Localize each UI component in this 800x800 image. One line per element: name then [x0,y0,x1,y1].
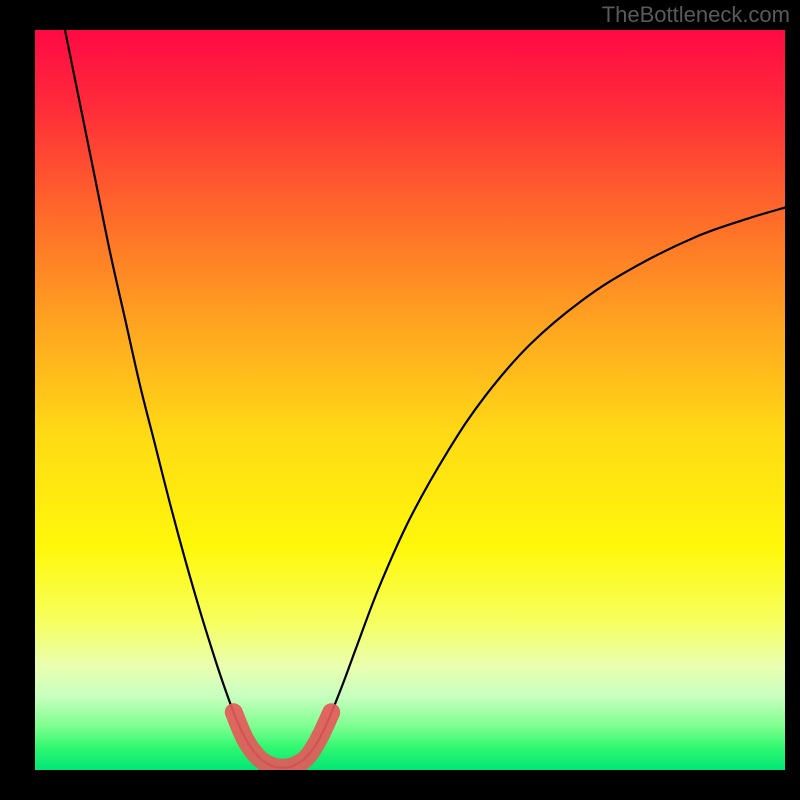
bottleneck-chart [35,30,785,770]
chart-stage: TheBottleneck.com [0,0,800,800]
watermark-text: TheBottleneck.com [602,2,790,28]
gradient-background [35,30,785,770]
